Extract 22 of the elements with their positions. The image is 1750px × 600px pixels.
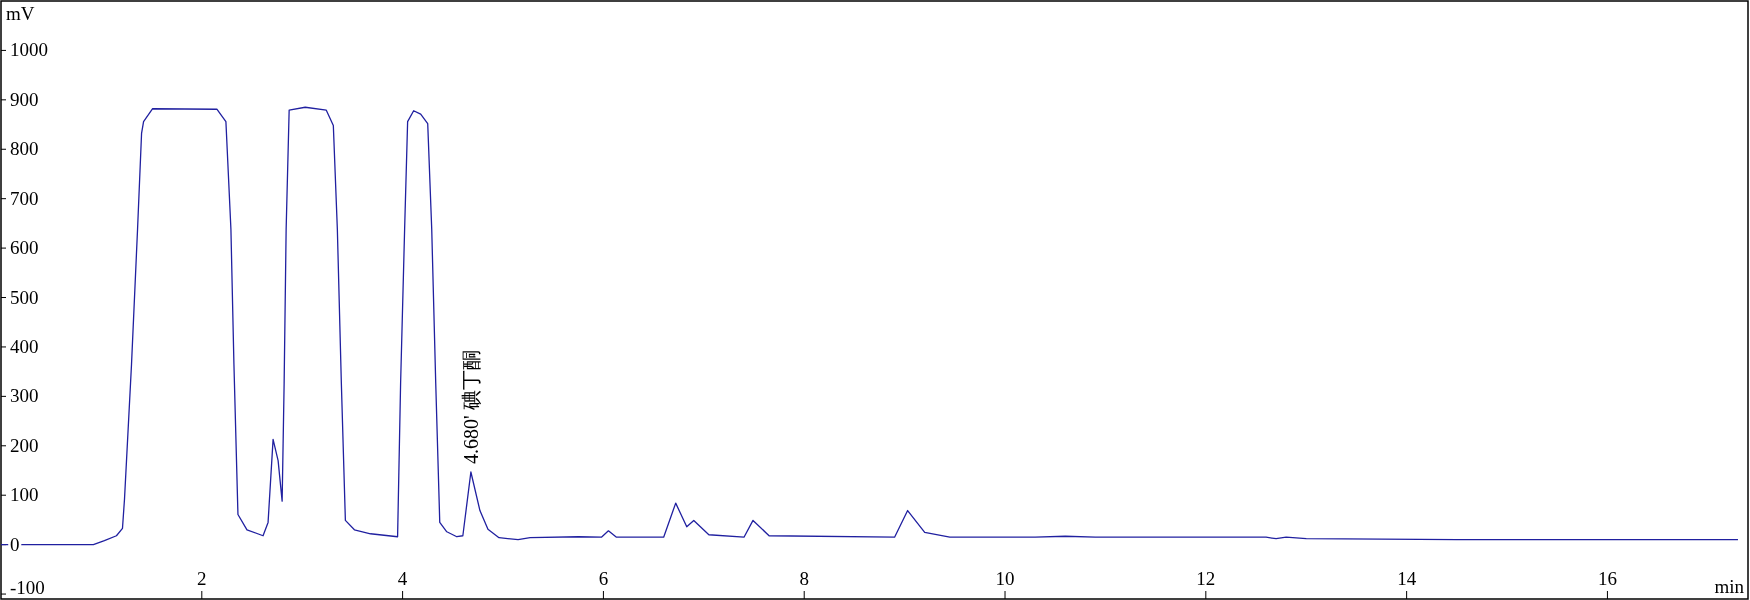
x-tick-label: 16 xyxy=(1597,568,1617,589)
x-tick-label: 10 xyxy=(995,568,1015,589)
xlabel: min xyxy=(1714,576,1744,597)
y-tick-label: 400 xyxy=(10,335,39,357)
x-tick-label: 2 xyxy=(197,568,207,589)
y-tick-label: 900 xyxy=(10,88,39,110)
y-tick-label: 1000 xyxy=(10,39,48,61)
y-tick-label: 300 xyxy=(10,385,39,407)
y-tick-label: 600 xyxy=(10,237,39,259)
y-tick-label: -100 xyxy=(10,577,45,598)
x-tick-label: 14 xyxy=(1397,568,1417,589)
y-tick-label: 500 xyxy=(10,286,39,308)
y-tick-label: 100 xyxy=(10,484,39,506)
y-tick-label: 200 xyxy=(10,434,39,456)
x-tick-label: 8 xyxy=(799,568,809,589)
ylabel: mV xyxy=(6,3,35,24)
y-tick-label: 700 xyxy=(10,187,39,209)
annotation: 4.680' 碘丁酮 xyxy=(459,350,482,464)
y-tick-label: 800 xyxy=(10,138,39,160)
x-tick-label: 6 xyxy=(598,568,609,589)
x-tick-label: 12 xyxy=(1196,568,1216,589)
x-tick-label: 4 xyxy=(397,568,408,589)
